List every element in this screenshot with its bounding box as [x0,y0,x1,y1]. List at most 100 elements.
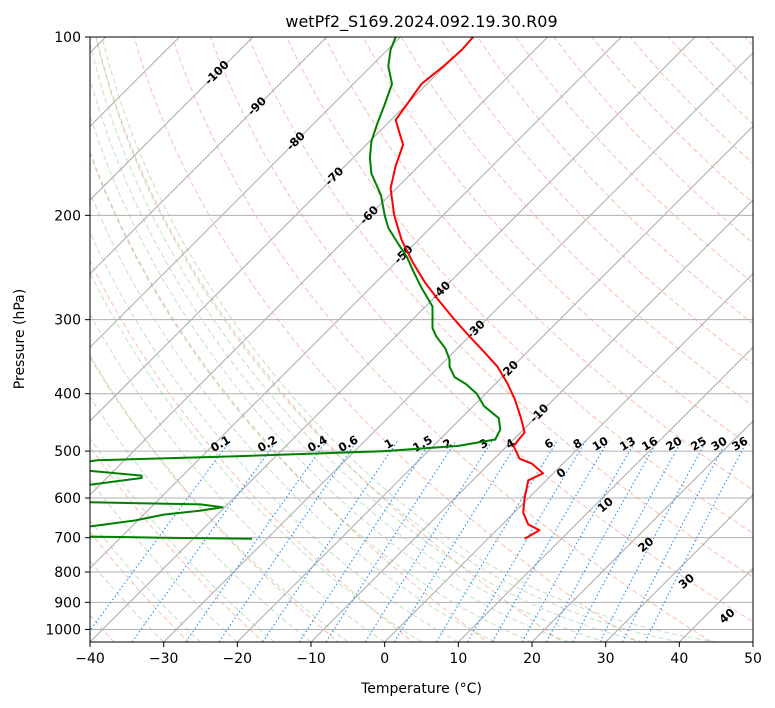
dewpoint-profile [90,37,502,463]
mixing-ratio-line [364,440,493,642]
y-axis: 100 200 300 400 500 600 700 800 900 1000 [45,30,90,638]
mixing-ratio-line [435,440,558,642]
dewpoint-profile [90,469,143,486]
isotherm-line [236,125,753,642]
plot-frame [89,36,754,643]
isotherm-line [310,199,753,642]
isotherm-line [90,37,549,496]
mixing-ratio-line [298,440,432,642]
y-tick-label: 1000 [45,622,81,638]
y-tick-label: 600 [54,491,81,507]
y-tick-label: 200 [54,208,81,224]
mixing-ratio-label: 30 [709,434,730,454]
x-tick-label: 50 [744,651,762,667]
sounding-profiles [90,37,544,540]
mixing-ratio-label: 25 [688,434,709,454]
x-tick-label: 40 [670,651,688,667]
x-tick-label: 0 [380,651,389,667]
dry-adiabat-line [515,37,753,284]
temperature-profile [389,37,544,540]
mixing-ratio-lines [90,440,748,642]
mixing-ratio-line [262,440,399,642]
chart-title: wetPf2_S169.2024.092.19.30.R09 [285,12,557,32]
dry-adiabat-line [90,259,414,642]
moist-adiabat-line [90,231,459,642]
x-axis: −40 −30 −20 −10 0 10 20 30 40 50 [75,642,762,667]
moist-adiabat-line [95,37,680,642]
mixing-ratio-line [131,440,278,642]
dry-adiabat-line [90,531,190,642]
y-tick-label: 700 [54,531,81,547]
isotherm-line [90,37,328,275]
dry-adiabat-line [248,37,753,578]
moist-adiabat-line [90,354,349,642]
mixing-ratio-line [644,440,748,642]
dry-adiabat-line [477,37,753,325]
dry-adiabat-line [171,37,713,642]
x-axis-label: Temperature (°C) [360,681,482,697]
mixing-ratio-line [393,440,520,642]
mixing-ratio-line [467,440,587,642]
moist-adiabat-line [90,313,385,642]
isotherm-line [90,37,181,128]
dry-adiabat-line [209,37,753,623]
moist-adiabat-line [90,519,201,642]
moist-adiabat-line [90,478,238,642]
y-axis-label: Pressure (hPa) [12,289,28,389]
dewpoint-profile [90,535,253,540]
dry-adiabat-line [756,10,775,654]
x-tick-label: −40 [75,651,105,667]
mixing-ratio-line [572,440,683,642]
x-tick-label: −20 [223,651,253,667]
isotherm-line [605,493,753,642]
mixing-ratio-label: 20 [663,434,684,454]
moist-adiabat-line [90,151,533,642]
moist-adiabat-line [90,560,165,642]
mixing-ratio-line [185,440,328,642]
y-tick-label: 300 [54,313,81,329]
isotherm-line [531,420,753,642]
y-tick-label: 500 [54,444,81,460]
x-tick-label: 10 [449,651,467,667]
dry-adiabat-line [90,445,265,642]
mixing-ratio-label: 16 [639,434,660,454]
moist-adiabat-line [101,37,717,642]
isotherm-line [457,346,753,642]
mixing-ratio-line [325,440,457,642]
moist-adiabat-line [90,271,422,642]
isotherm-line [384,272,753,642]
plot-area [90,37,753,642]
mixing-ratio-line [521,440,637,642]
mixing-ratio-label: 13 [617,434,638,454]
mixing-ratio-label: 10 [590,434,611,454]
isotherm-line [90,37,254,201]
y-tick-label: 800 [54,565,81,581]
x-tick-label: −10 [296,651,326,667]
isotherm-line [0,10,59,642]
y-tick-label: 900 [54,595,81,611]
mixing-ratio-line [90,440,231,632]
x-tick-label: 20 [523,651,541,667]
x-tick-label: −30 [149,651,179,667]
dry-adiabat-line [362,37,753,449]
mixing-ratio-label: 36 [729,434,750,454]
dry-adiabat-line [90,356,340,642]
dry-adiabat-line [400,37,753,407]
moist-adiabat-line [90,396,312,642]
moist-adiabat-line [90,437,275,642]
y-tick-label: 100 [54,30,81,46]
y-tick-label: 400 [54,387,81,403]
isotherm-line [90,37,696,642]
dewpoint-profile [90,501,224,528]
moist-adiabat-line [90,41,643,642]
isotherm-line [90,37,475,422]
background-lines [90,10,775,654]
isotherm-line [752,641,753,642]
dry-adiabat-line [95,37,564,642]
mixing-ratio-line [545,440,659,642]
isotherm-line [163,51,753,642]
mixing-ratio-line [491,440,609,642]
isotherm-line [90,37,402,349]
x-tick-label: 30 [597,651,615,667]
